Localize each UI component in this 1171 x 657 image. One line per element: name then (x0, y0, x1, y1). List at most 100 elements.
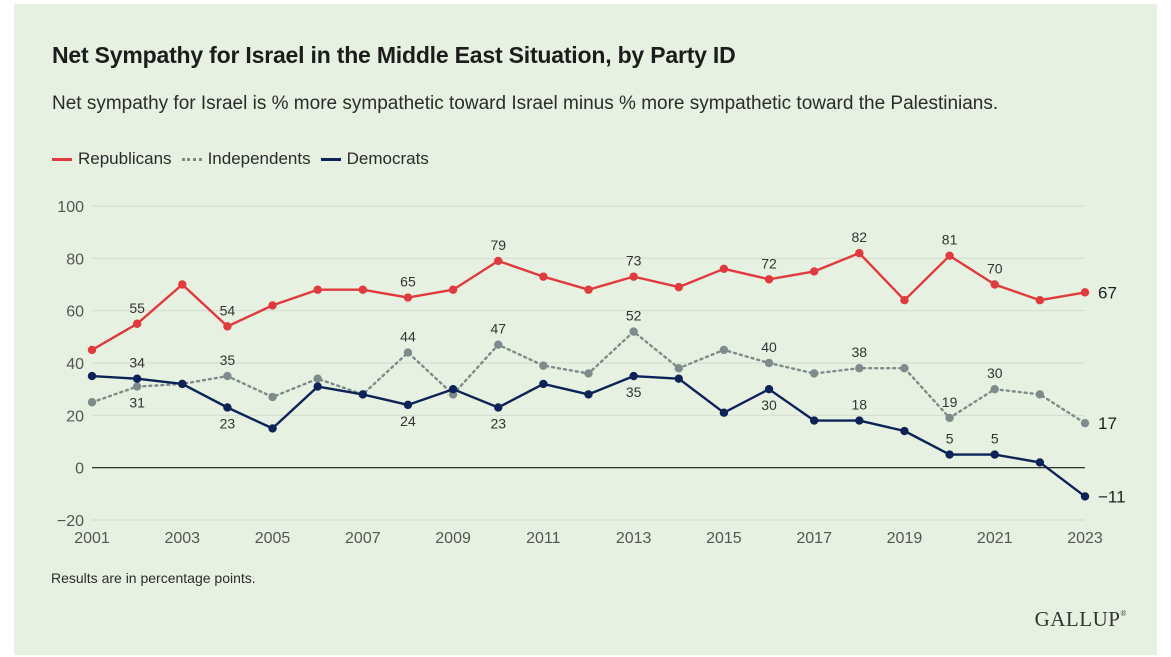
legend-label-democrats: Democrats (346, 149, 429, 168)
footnote: Results are in percentage points. (51, 570, 256, 586)
data-point-republicans (855, 248, 864, 258)
data-point-republicans (900, 296, 909, 305)
end-label-republicans: 67 (1098, 283, 1117, 302)
data-label-republicans: 54 (220, 302, 236, 318)
data-label-democrats: 23 (220, 415, 236, 431)
series-line-republicans (90, 251, 1087, 352)
data-point-republicans (764, 275, 774, 284)
x-tick-label: 2003 (164, 530, 200, 547)
x-tick-label: 2005 (255, 530, 291, 547)
data-point-independents (584, 369, 593, 378)
data-point-democrats (855, 416, 864, 425)
x-tick-label: 2021 (977, 530, 1013, 547)
data-point-democrats (132, 374, 142, 383)
chart-title: Net Sympathy for Israel in the Middle Ea… (52, 42, 736, 68)
x-tick-label: 2013 (616, 530, 652, 547)
data-label-republicans: 73 (626, 253, 642, 269)
y-tick-label: 20 (66, 408, 84, 425)
data-point-independents (539, 361, 548, 370)
data-point-republicans (719, 264, 729, 273)
data-point-independents (494, 340, 503, 349)
legend-swatch-independents (181, 157, 202, 161)
data-point-republicans (403, 293, 413, 302)
legend-label-republicans: Republicans (78, 149, 172, 168)
data-point-independents (764, 358, 774, 368)
data-point-republicans (358, 285, 368, 294)
data-label-democrats: 35 (626, 384, 642, 400)
data-point-democrats (178, 379, 187, 389)
y-tick-label: 60 (66, 304, 84, 321)
chart-card: Net Sympathy for Israel in the Middle Ea… (14, 4, 1157, 655)
data-point-independents (223, 371, 232, 381)
data-point-republicans (268, 301, 277, 310)
chart-subtitle: Net sympathy for Israel is % more sympat… (52, 93, 999, 114)
data-point-independents (990, 384, 999, 394)
y-tick-label: 80 (66, 251, 84, 268)
data-point-republicans (448, 285, 458, 294)
data-label-republicans: 70 (987, 261, 1003, 277)
data-point-independents (1035, 390, 1045, 399)
data-label-democrats: 30 (761, 397, 777, 413)
data-point-republicans (223, 322, 232, 331)
x-tick-label: 2019 (887, 530, 923, 547)
x-tick-label: 2009 (435, 530, 471, 547)
chart-legend: Republicans Independents Democrats (52, 149, 439, 169)
legend-label-independents: Independents (207, 149, 311, 168)
data-point-democrats (494, 403, 503, 412)
data-point-democrats (358, 390, 368, 399)
data-point-democrats (764, 384, 774, 394)
data-point-republicans (584, 285, 593, 294)
data-label-democrats: 24 (400, 413, 416, 429)
data-point-democrats (87, 371, 97, 381)
data-point-democrats (539, 379, 548, 389)
data-label-republicans: 82 (852, 229, 868, 245)
data-label-republicans: 79 (490, 237, 506, 253)
data-label-democrats: 34 (129, 355, 145, 371)
data-label-republicans: 81 (942, 232, 958, 248)
data-point-republicans (809, 267, 819, 276)
data-point-democrats (1035, 458, 1045, 467)
data-point-republicans (990, 280, 999, 289)
data-label-republicans: 72 (761, 255, 777, 271)
data-point-republicans (1035, 296, 1045, 305)
data-point-independents (268, 392, 277, 402)
data-label-independents: 19 (942, 394, 958, 410)
legend-item-independents: Independents (181, 149, 311, 169)
legend-item-republicans: Republicans (52, 149, 172, 169)
y-tick-label: −20 (57, 513, 84, 530)
data-point-democrats (629, 371, 638, 381)
data-point-republicans (1080, 288, 1090, 297)
data-point-democrats (674, 374, 683, 383)
data-label-independents: 44 (400, 329, 416, 345)
data-point-democrats (900, 426, 909, 436)
data-label-democrats: 5 (946, 431, 954, 447)
data-point-republicans (674, 282, 683, 292)
legend-swatch-democrats (320, 157, 341, 161)
data-point-independents (900, 364, 909, 373)
data-label-republicans: 55 (129, 300, 145, 316)
x-tick-label: 2017 (796, 530, 832, 547)
legend-swatch-republicans (52, 157, 72, 161)
x-tick-label: 2023 (1067, 530, 1103, 547)
end-label-independents: 17 (1098, 414, 1117, 433)
data-point-independents (629, 327, 638, 336)
data-point-republicans (132, 319, 142, 328)
data-label-independents: 30 (987, 365, 1003, 381)
y-tick-label: 40 (66, 356, 84, 373)
data-point-democrats (223, 403, 232, 412)
data-point-independents (945, 413, 954, 423)
data-label-republicans: 65 (400, 274, 416, 290)
data-point-independents (809, 369, 819, 378)
end-label-democrats: −11 (1098, 487, 1126, 506)
data-point-democrats (719, 408, 729, 417)
legend-item-democrats: Democrats (320, 149, 429, 169)
x-tick-label: 2001 (74, 530, 110, 547)
data-label-independents: 52 (626, 308, 642, 324)
data-point-independents (1080, 418, 1090, 428)
data-point-democrats (945, 450, 954, 459)
data-point-republicans (629, 272, 638, 281)
data-point-independents (132, 382, 142, 391)
data-label-independents: 47 (490, 321, 506, 337)
x-tick-label: 2011 (526, 530, 561, 547)
y-tick-label: 100 (57, 199, 84, 216)
